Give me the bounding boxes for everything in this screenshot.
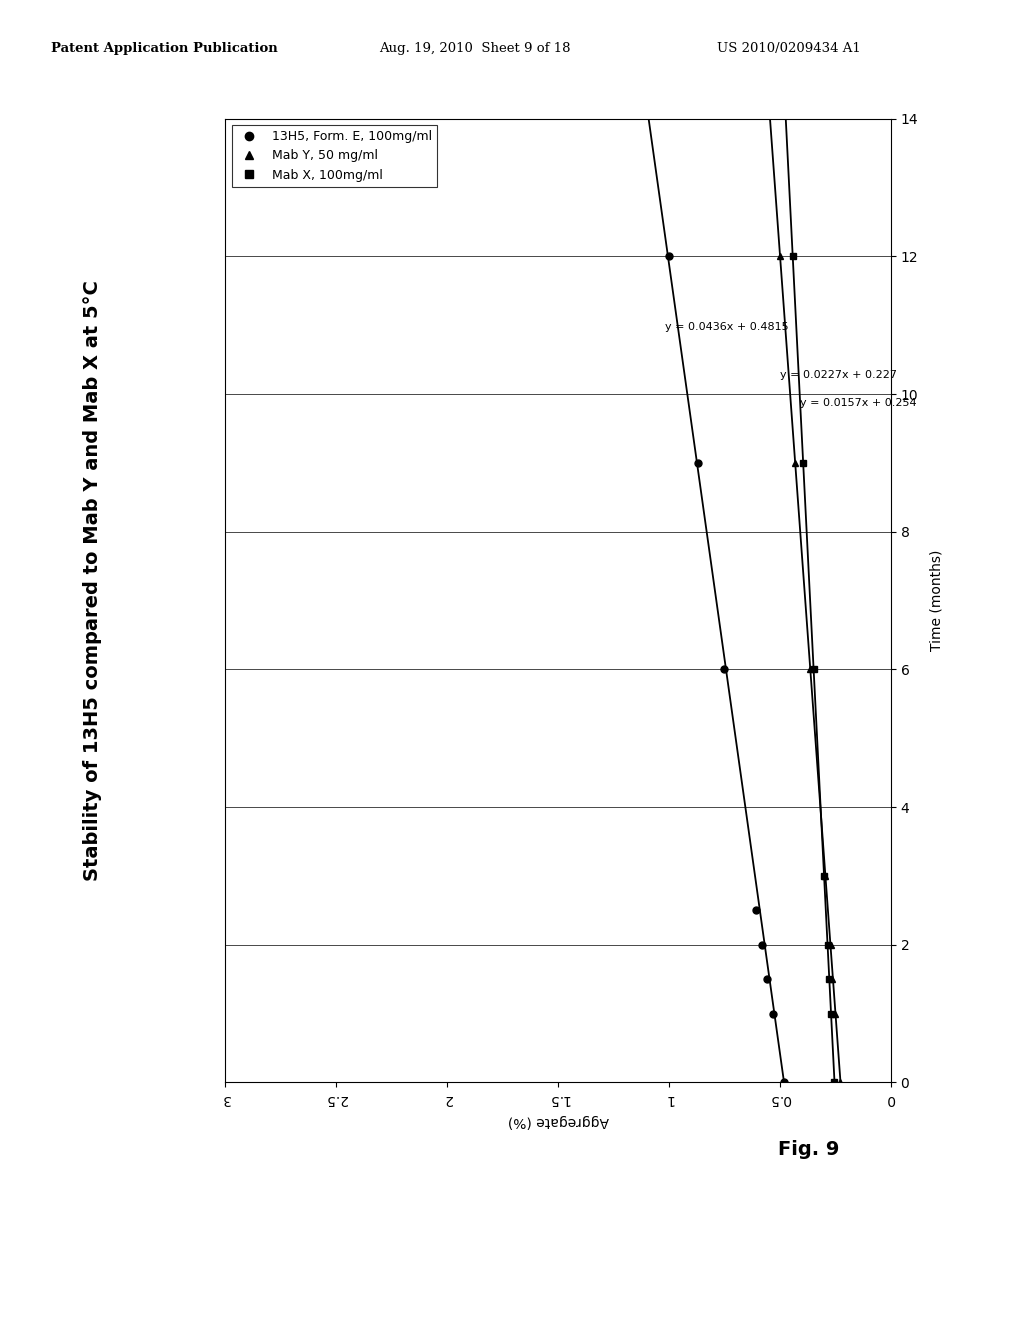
Text: Fig. 9: Fig. 9 <box>778 1140 840 1159</box>
X-axis label: Aggregate (%): Aggregate (%) <box>508 1114 608 1129</box>
Text: Aug. 19, 2010  Sheet 9 of 18: Aug. 19, 2010 Sheet 9 of 18 <box>379 42 570 55</box>
Text: y = 0.0227x + 0.227: y = 0.0227x + 0.227 <box>780 371 897 380</box>
Y-axis label: Time (months): Time (months) <box>930 550 943 651</box>
Text: US 2010/0209434 A1: US 2010/0209434 A1 <box>717 42 860 55</box>
Text: Patent Application Publication: Patent Application Publication <box>51 42 278 55</box>
Text: y = 0.0157x + 0.254: y = 0.0157x + 0.254 <box>800 397 916 408</box>
Text: y = 0.0436x + 0.4815: y = 0.0436x + 0.4815 <box>665 322 788 333</box>
Legend: 13H5, Form. E, 100mg/ml, Mab Y, 50 mg/ml, Mab X, 100mg/ml: 13H5, Form. E, 100mg/ml, Mab Y, 50 mg/ml… <box>231 125 436 186</box>
Text: Stability of 13H5 compared to Mab Y and Mab X at 5°C: Stability of 13H5 compared to Mab Y and … <box>83 280 101 882</box>
